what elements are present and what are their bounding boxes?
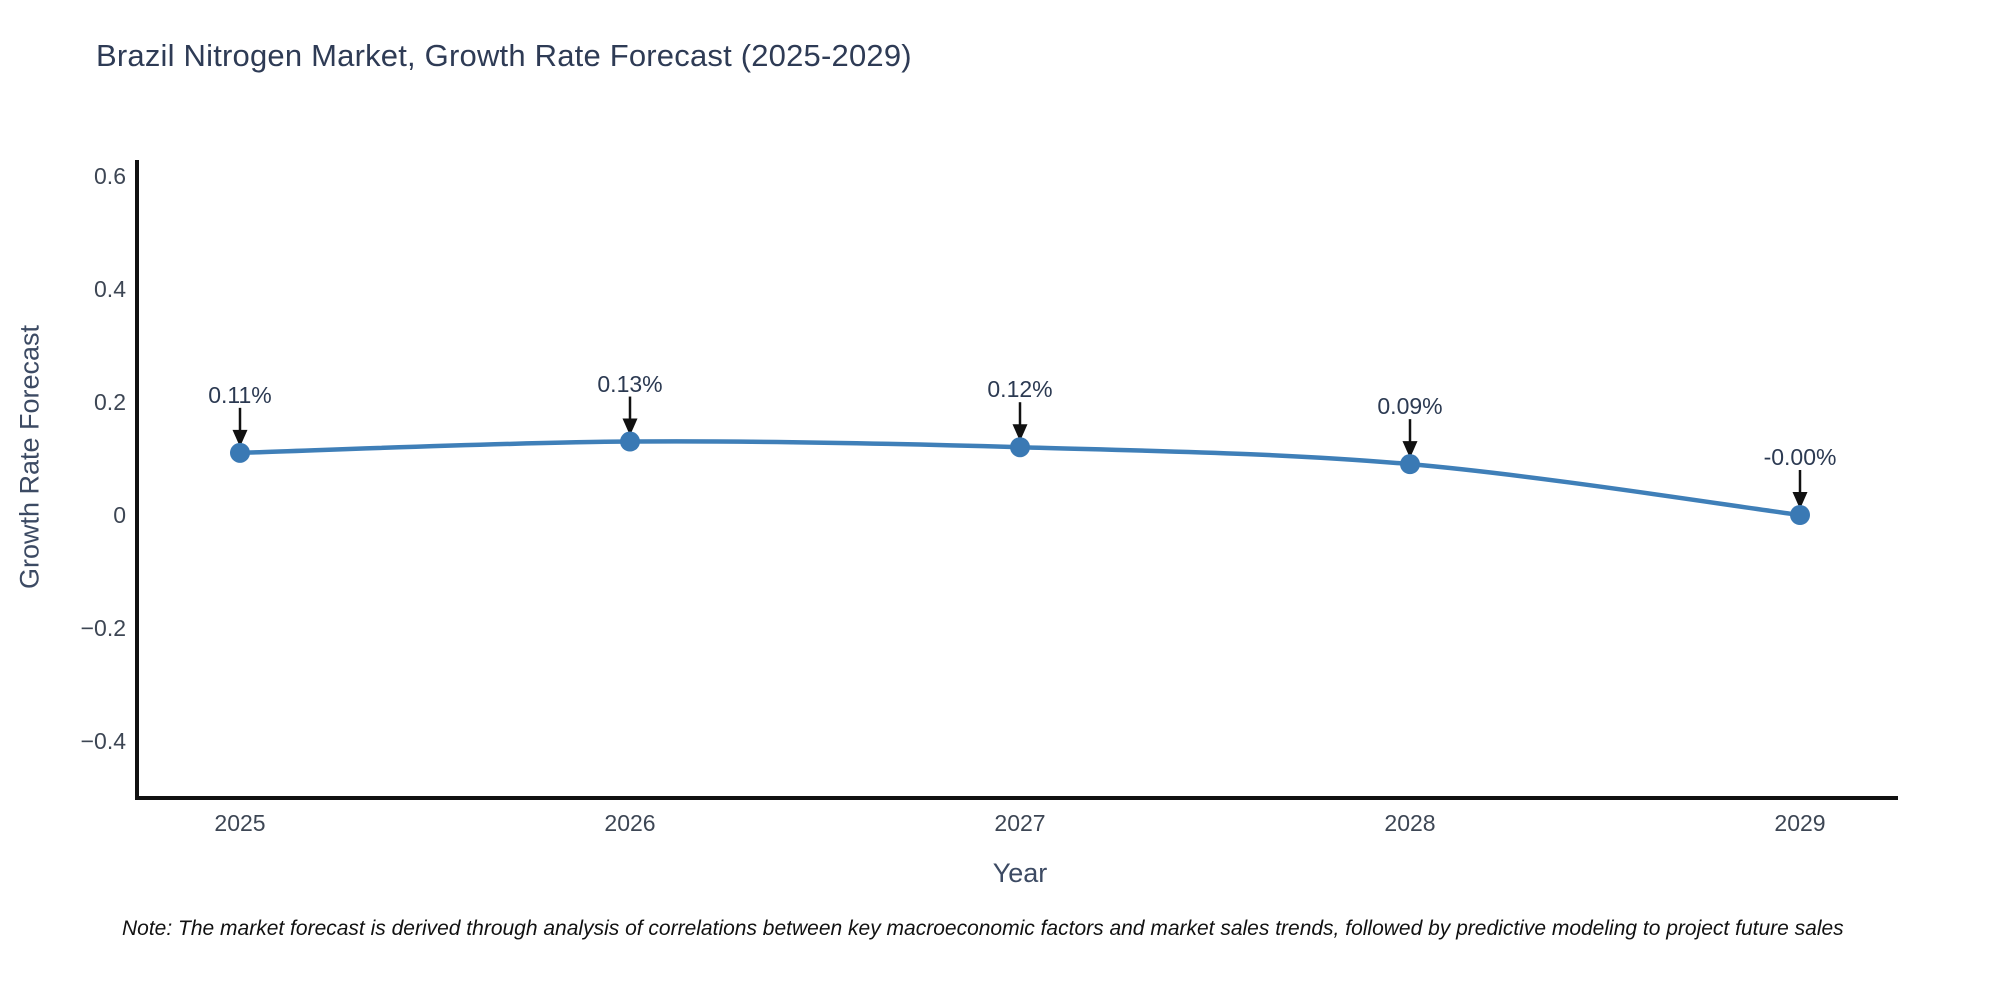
y-tick-label: −0.2 [80, 615, 126, 641]
x-tick-label: 2025 [214, 810, 266, 836]
data-point-marker [230, 442, 250, 463]
y-tick-label: 0.4 [94, 276, 126, 302]
y-tick-label: 0 [113, 502, 126, 528]
data-point-marker [1400, 454, 1420, 475]
data-point-label: 0.11% [208, 381, 272, 408]
chart-title: Brazil Nitrogen Market, Growth Rate Fore… [96, 38, 912, 73]
annotation-arrow-head [622, 418, 638, 436]
data-point-label: -0.00% [1763, 444, 1837, 470]
y-tick-label: 0.6 [94, 163, 126, 189]
annotation-arrow-head [1012, 424, 1028, 442]
data-point-label: 0.12% [987, 376, 1053, 403]
x-tick-label: 2027 [994, 810, 1046, 836]
footnote: Note: The market forecast is derived thr… [122, 917, 1844, 940]
data-point-label: 0.13% [597, 370, 663, 397]
x-tick-label: 2029 [1774, 810, 1826, 836]
x-axis-title: Year [992, 858, 1048, 888]
data-point-marker [1010, 437, 1030, 458]
x-tick-label: 2028 [1384, 810, 1436, 836]
annotation-arrow-head [232, 429, 248, 447]
annotation-arrow-head [1792, 492, 1808, 509]
axis-spines [135, 160, 1898, 800]
annotation-arrow-head [1402, 441, 1418, 459]
y-tick-label: −0.4 [80, 728, 126, 754]
y-tick-label: 0.2 [94, 389, 126, 415]
x-tick-label: 2026 [604, 810, 656, 836]
data-point-marker [1790, 505, 1810, 525]
data-point-marker [620, 431, 640, 452]
y-axis-title: Growth Rate Forecast [14, 324, 45, 590]
data-point-label: 0.09% [1377, 393, 1443, 420]
